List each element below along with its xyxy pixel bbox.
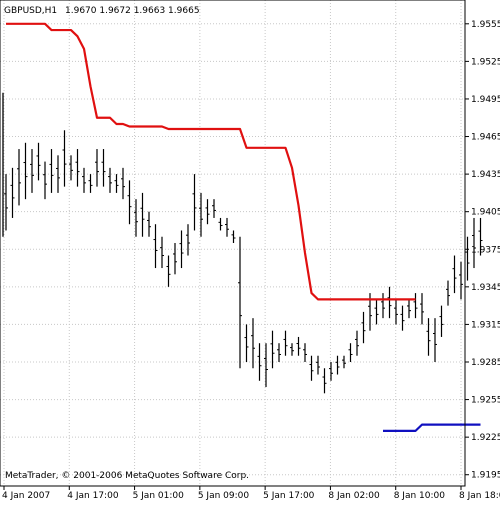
x-tick-label: 5 Jan 17:00: [263, 491, 315, 501]
x-axis: 4 Jan 2007 4 Jan 17:00 5 Jan 01:00 5 Jan 09…: [2, 486, 500, 501]
y-tick-label: 1.9255: [471, 396, 500, 406]
y-tick-label: 1.9195: [471, 471, 500, 481]
y-tick-label: 1.9495: [471, 95, 500, 105]
y-tick-label: 1.9465: [471, 133, 500, 143]
y-tick-label: 1.9405: [471, 208, 500, 218]
y-tick-label: 1.9345: [471, 283, 500, 293]
x-tick-label: 5 Jan 01:00: [133, 491, 185, 501]
y-tick-label: 1.9555: [471, 20, 500, 30]
y-tick-label: 1.9225: [471, 433, 500, 443]
upper-line-series: [6, 22, 416, 301]
x-tick-label: 8 Jan 18:00: [459, 491, 500, 501]
y-tick-label: 1.9375: [471, 245, 500, 255]
grid-lines: [0, 0, 465, 486]
y-tick-label: 1.9525: [471, 57, 500, 67]
x-tick-label: 8 Jan 10:00: [394, 491, 446, 501]
x-tick-label: 4 Jan 17:00: [67, 491, 119, 501]
chart-header-ohlc: 1.9670 1.9672 1.9663 1.9665: [65, 6, 200, 16]
chart-header-symbol: GBPUSD,H1: [4, 6, 57, 16]
y-tick-label: 1.9285: [471, 358, 500, 368]
x-tick-label: 4 Jan 2007: [2, 491, 50, 501]
lower-line-series: [383, 423, 481, 432]
y-tick-label: 1.9435: [471, 170, 500, 180]
plot-area: [2, 22, 483, 432]
x-tick-label: 8 Jan 02:00: [328, 491, 380, 501]
y-axis: 1.9555 1.9525 1.9495 1.9465 1.9435 1.9405 1.93…: [465, 20, 500, 481]
y-tick-label: 1.9315: [471, 320, 500, 330]
plot-frame: [0, 0, 466, 487]
x-tick-label: 5 Jan 09:00: [198, 491, 250, 501]
copyright-text: MetaTrader, © 2001-2006 MetaQuotes Softw…: [5, 471, 249, 481]
